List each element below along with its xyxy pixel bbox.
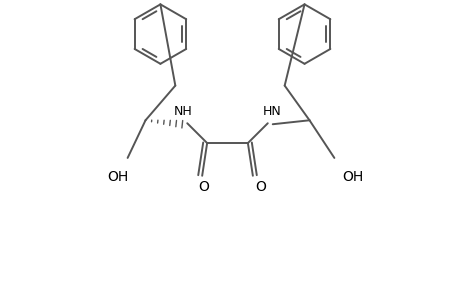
Text: NH: NH [174, 105, 192, 118]
Text: HN: HN [262, 105, 280, 118]
Text: O: O [255, 180, 266, 194]
Text: OH: OH [341, 170, 363, 184]
Text: OH: OH [107, 170, 128, 184]
Text: O: O [198, 180, 209, 194]
